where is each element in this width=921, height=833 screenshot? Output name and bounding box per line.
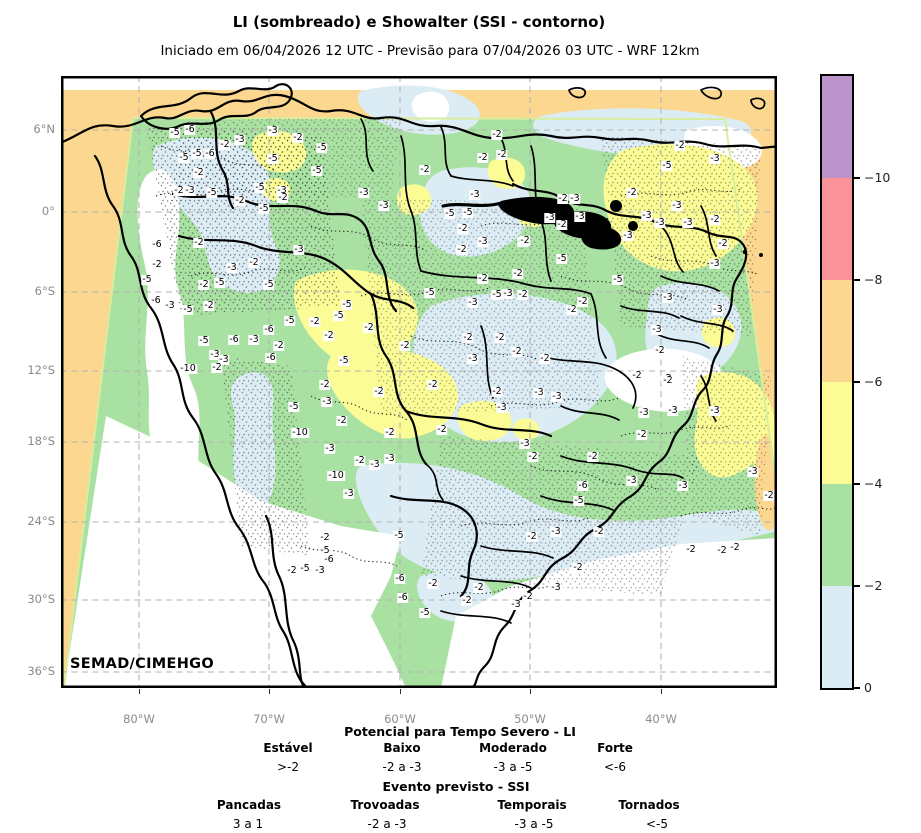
colorbar bbox=[820, 74, 854, 690]
legend-li-range: >-2 bbox=[276, 760, 300, 774]
x-tick-mark bbox=[269, 689, 270, 694]
legend-ssi-range: -2 a -3 bbox=[367, 817, 407, 831]
y-tick-label: 6°S bbox=[34, 284, 55, 298]
legend-ssi-name: Pancadas bbox=[216, 798, 282, 812]
x-tick-label: 80°W bbox=[123, 712, 155, 726]
legend-ssi-range: 3 a 1 bbox=[232, 817, 264, 831]
li-white-regions bbox=[64, 91, 777, 688]
x-tick-label: 70°W bbox=[253, 712, 285, 726]
legend-li-range: -2 a -3 bbox=[382, 760, 422, 774]
legend-ssi-title: Evento previsto - SSI bbox=[382, 779, 530, 794]
colorbar-segment bbox=[822, 76, 852, 178]
chart-subtitle: Iniciado em 06/04/2026 12 UTC - Previsão… bbox=[160, 43, 700, 59]
colorbar-segment bbox=[822, 586, 852, 688]
x-tick-mark bbox=[400, 689, 401, 694]
colorbar-segment bbox=[822, 484, 852, 586]
colorbar-tick-label: −10 bbox=[864, 170, 891, 185]
legend-li-name: Baixo bbox=[383, 741, 421, 755]
legend-ssi-name: Temporais bbox=[497, 798, 567, 812]
y-tick-label: 18°S bbox=[27, 434, 55, 448]
x-tick-label: 60°W bbox=[384, 712, 416, 726]
domain-edge-west bbox=[63, 117, 134, 688]
colorbar-tick-mark bbox=[854, 177, 860, 179]
legend-ssi-name: Tornados bbox=[618, 798, 680, 812]
legend-ssi-name: Trovoadas bbox=[350, 798, 420, 812]
x-tick-mark bbox=[139, 689, 140, 694]
colorbar-segment bbox=[822, 178, 852, 280]
colorbar-tick-mark bbox=[854, 483, 860, 485]
map-plot-area: -5 -6 -3 -2 -3 -2 -5 -5 -5 -6 -5 -5 -2 -3 -2 -3 -5 -5 -3 -2… bbox=[61, 76, 777, 688]
ssi-contour-texture bbox=[146, 116, 771, 596]
watermark: SEMAD/CIMEHGO bbox=[70, 656, 214, 672]
map-art bbox=[61, 76, 777, 688]
x-tick-mark bbox=[661, 689, 662, 694]
amazon-river bbox=[441, 196, 763, 257]
x-tick-label: 50°W bbox=[514, 712, 546, 726]
grid-lines bbox=[61, 76, 777, 688]
colorbar-tick-mark bbox=[854, 585, 860, 587]
legend-li-name: Forte bbox=[597, 741, 633, 755]
colorbar-tick-label: −2 bbox=[864, 578, 883, 593]
colorbar-tick-mark bbox=[854, 381, 860, 383]
y-tick-label: 36°S bbox=[27, 664, 55, 678]
y-tick-label: 12°S bbox=[27, 363, 55, 377]
legend-ssi-range: -3 a -5 bbox=[514, 817, 554, 831]
chart-title: LI (sombreado) e Showalter (SSI - contor… bbox=[232, 13, 606, 31]
legend-li-title: Potencial para Tempo Severo - LI bbox=[344, 724, 576, 739]
legend-li-range: -3 a -5 bbox=[493, 760, 533, 774]
coastlines-borders bbox=[61, 83, 777, 688]
y-tick-label: 24°S bbox=[27, 514, 55, 528]
colorbar-segment bbox=[822, 382, 852, 484]
colorbar-segment bbox=[822, 280, 852, 382]
x-tick-label: 40°W bbox=[645, 712, 677, 726]
legend-ssi-range: <-5 bbox=[645, 817, 669, 831]
colorbar-tick-label: −6 bbox=[864, 374, 883, 389]
y-tick-label: 0° bbox=[41, 204, 55, 218]
legend-li-name: Moderado bbox=[479, 741, 547, 755]
y-tick-label: 6°N bbox=[33, 122, 55, 136]
y-tick-label: 30°S bbox=[27, 592, 55, 606]
colorbar-tick-label: −4 bbox=[864, 476, 883, 491]
colorbar-tick-label: 0 bbox=[864, 680, 872, 695]
legend-li-name: Estável bbox=[263, 741, 313, 755]
colorbar-tick-label: −8 bbox=[864, 272, 883, 287]
legend-li-range: <-6 bbox=[603, 760, 627, 774]
domain-edge bbox=[132, 117, 777, 489]
colorbar-tick-mark bbox=[854, 687, 860, 689]
x-tick-mark bbox=[530, 689, 531, 694]
plot-frame bbox=[61, 76, 777, 688]
colorbar-tick-mark bbox=[854, 279, 860, 281]
